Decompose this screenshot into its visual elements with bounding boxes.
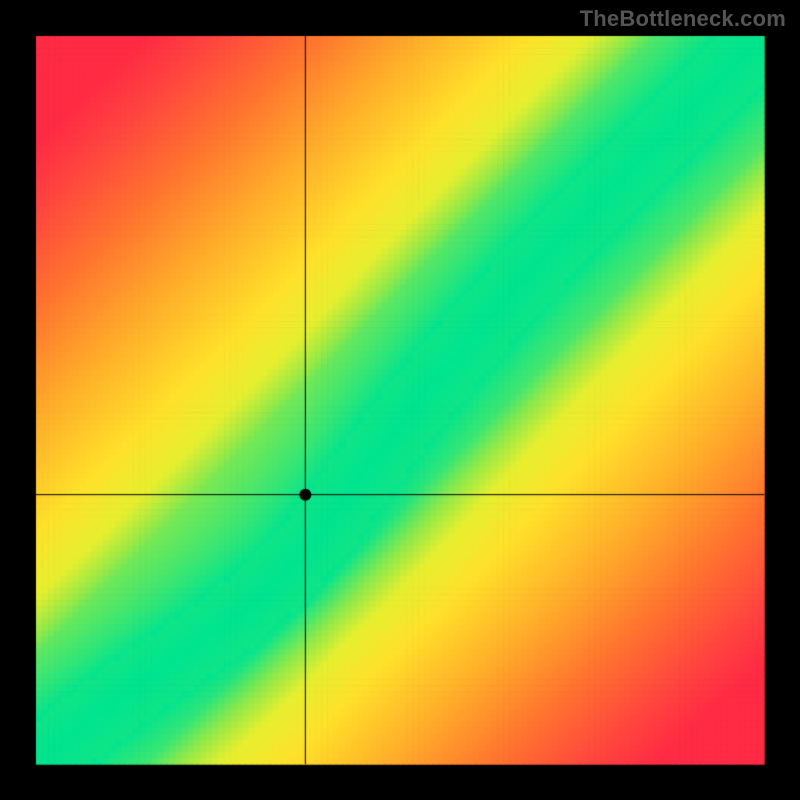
bottleneck-heatmap — [0, 0, 800, 800]
chart-container: TheBottleneck.com — [0, 0, 800, 800]
watermark-text: TheBottleneck.com — [580, 6, 786, 32]
